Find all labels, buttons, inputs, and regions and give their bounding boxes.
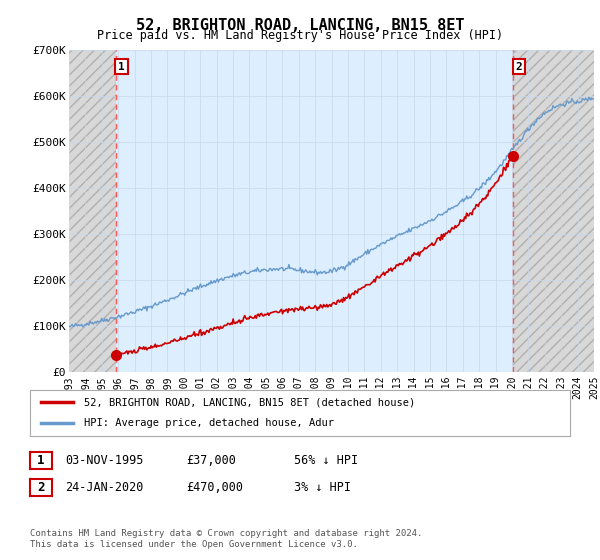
Text: Price paid vs. HM Land Registry's House Price Index (HPI): Price paid vs. HM Land Registry's House … bbox=[97, 29, 503, 42]
Text: 24-JAN-2020: 24-JAN-2020 bbox=[65, 480, 143, 494]
Text: 3% ↓ HPI: 3% ↓ HPI bbox=[294, 480, 351, 494]
Text: £37,000: £37,000 bbox=[186, 454, 236, 467]
Text: 03-NOV-1995: 03-NOV-1995 bbox=[65, 454, 143, 467]
Text: 2: 2 bbox=[37, 480, 44, 494]
Text: 2: 2 bbox=[515, 62, 523, 72]
Text: 56% ↓ HPI: 56% ↓ HPI bbox=[294, 454, 358, 467]
Text: HPI: Average price, detached house, Adur: HPI: Average price, detached house, Adur bbox=[84, 418, 334, 428]
Bar bbox=[513, 50, 594, 372]
Text: Contains HM Land Registry data © Crown copyright and database right 2024.
This d: Contains HM Land Registry data © Crown c… bbox=[30, 529, 422, 549]
Text: 1: 1 bbox=[37, 454, 44, 467]
Bar bbox=[69, 50, 116, 372]
Text: 52, BRIGHTON ROAD, LANCING, BN15 8ET: 52, BRIGHTON ROAD, LANCING, BN15 8ET bbox=[136, 18, 464, 33]
Text: £470,000: £470,000 bbox=[186, 480, 243, 494]
Text: 52, BRIGHTON ROAD, LANCING, BN15 8ET (detached house): 52, BRIGHTON ROAD, LANCING, BN15 8ET (de… bbox=[84, 397, 415, 407]
Text: 1: 1 bbox=[118, 62, 125, 72]
